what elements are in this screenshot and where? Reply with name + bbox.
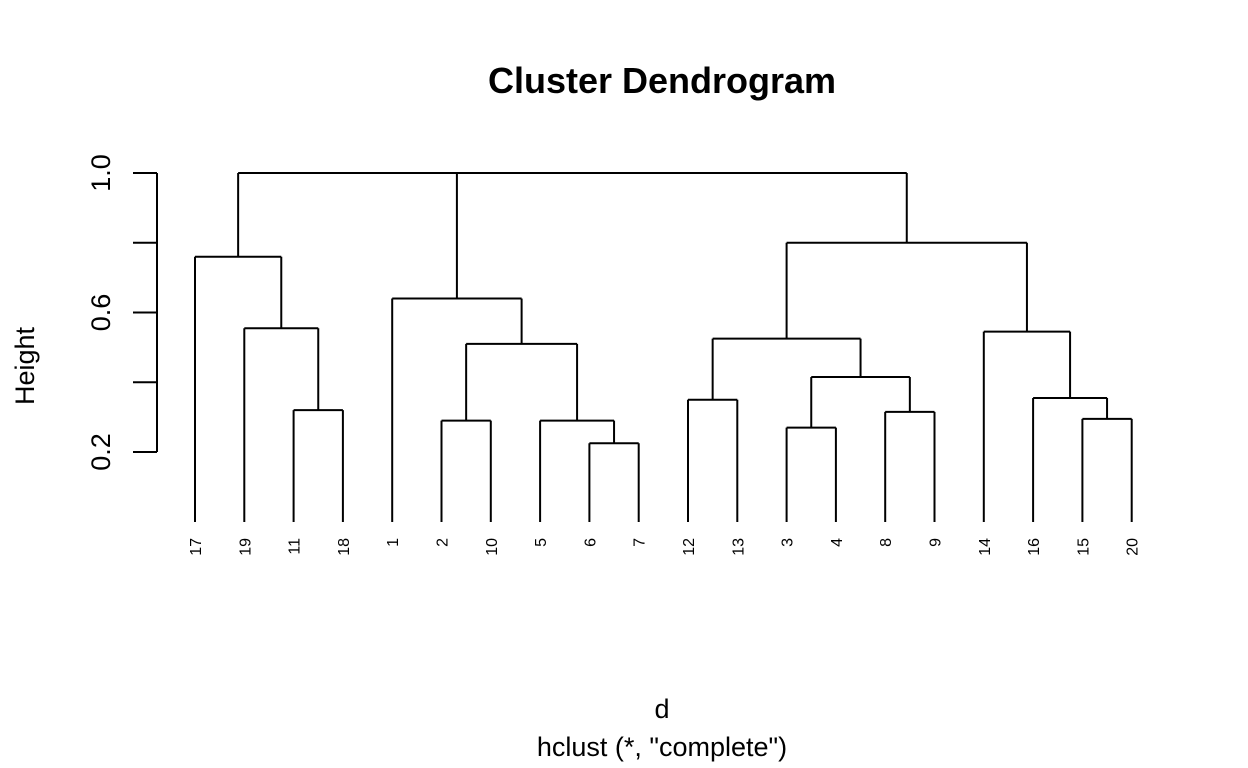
leaf-label: 7 xyxy=(632,538,649,547)
chart-subtitle: hclust (*, "complete") xyxy=(537,732,787,762)
leaf-label: 1 xyxy=(385,538,402,547)
y-axis-label: Height xyxy=(10,326,40,405)
leaf-label: 14 xyxy=(977,538,994,556)
dendrogram-tree xyxy=(194,172,1133,522)
y-tick-label: 0.6 xyxy=(86,294,116,332)
leaf-label: 16 xyxy=(1026,538,1043,556)
leaf-label: 6 xyxy=(582,538,599,547)
leaf-label: 5 xyxy=(533,538,550,547)
leaf-label: 8 xyxy=(878,538,895,547)
leaf-label: 17 xyxy=(188,538,205,556)
leaf-label: 13 xyxy=(730,538,747,556)
leaf-label: 15 xyxy=(1075,538,1092,556)
y-tick-label: 1.0 xyxy=(86,154,116,192)
leaf-label: 19 xyxy=(237,538,254,556)
leaf-label: 4 xyxy=(829,538,846,547)
leaf-label: 9 xyxy=(928,538,945,547)
y-tick-label: 0.2 xyxy=(86,433,116,471)
leaf-label: 10 xyxy=(484,538,501,556)
leaf-label: 18 xyxy=(336,538,353,556)
y-axis: 0.2 0.6 1.0 xyxy=(86,154,158,471)
leaf-label: 12 xyxy=(681,538,698,556)
leaf-label: 2 xyxy=(435,538,452,547)
leaf-label: 11 xyxy=(287,538,304,555)
x-axis-label: d xyxy=(654,694,669,724)
leaf-labels: 17 19 11 18 1 2 10 5 6 7 12 13 3 4 8 9 14 16 15 20 xyxy=(188,538,1142,556)
leaf-label: 20 xyxy=(1125,538,1142,556)
leaf-label: 3 xyxy=(780,538,797,547)
chart-title: Cluster Dendrogram xyxy=(488,60,836,101)
